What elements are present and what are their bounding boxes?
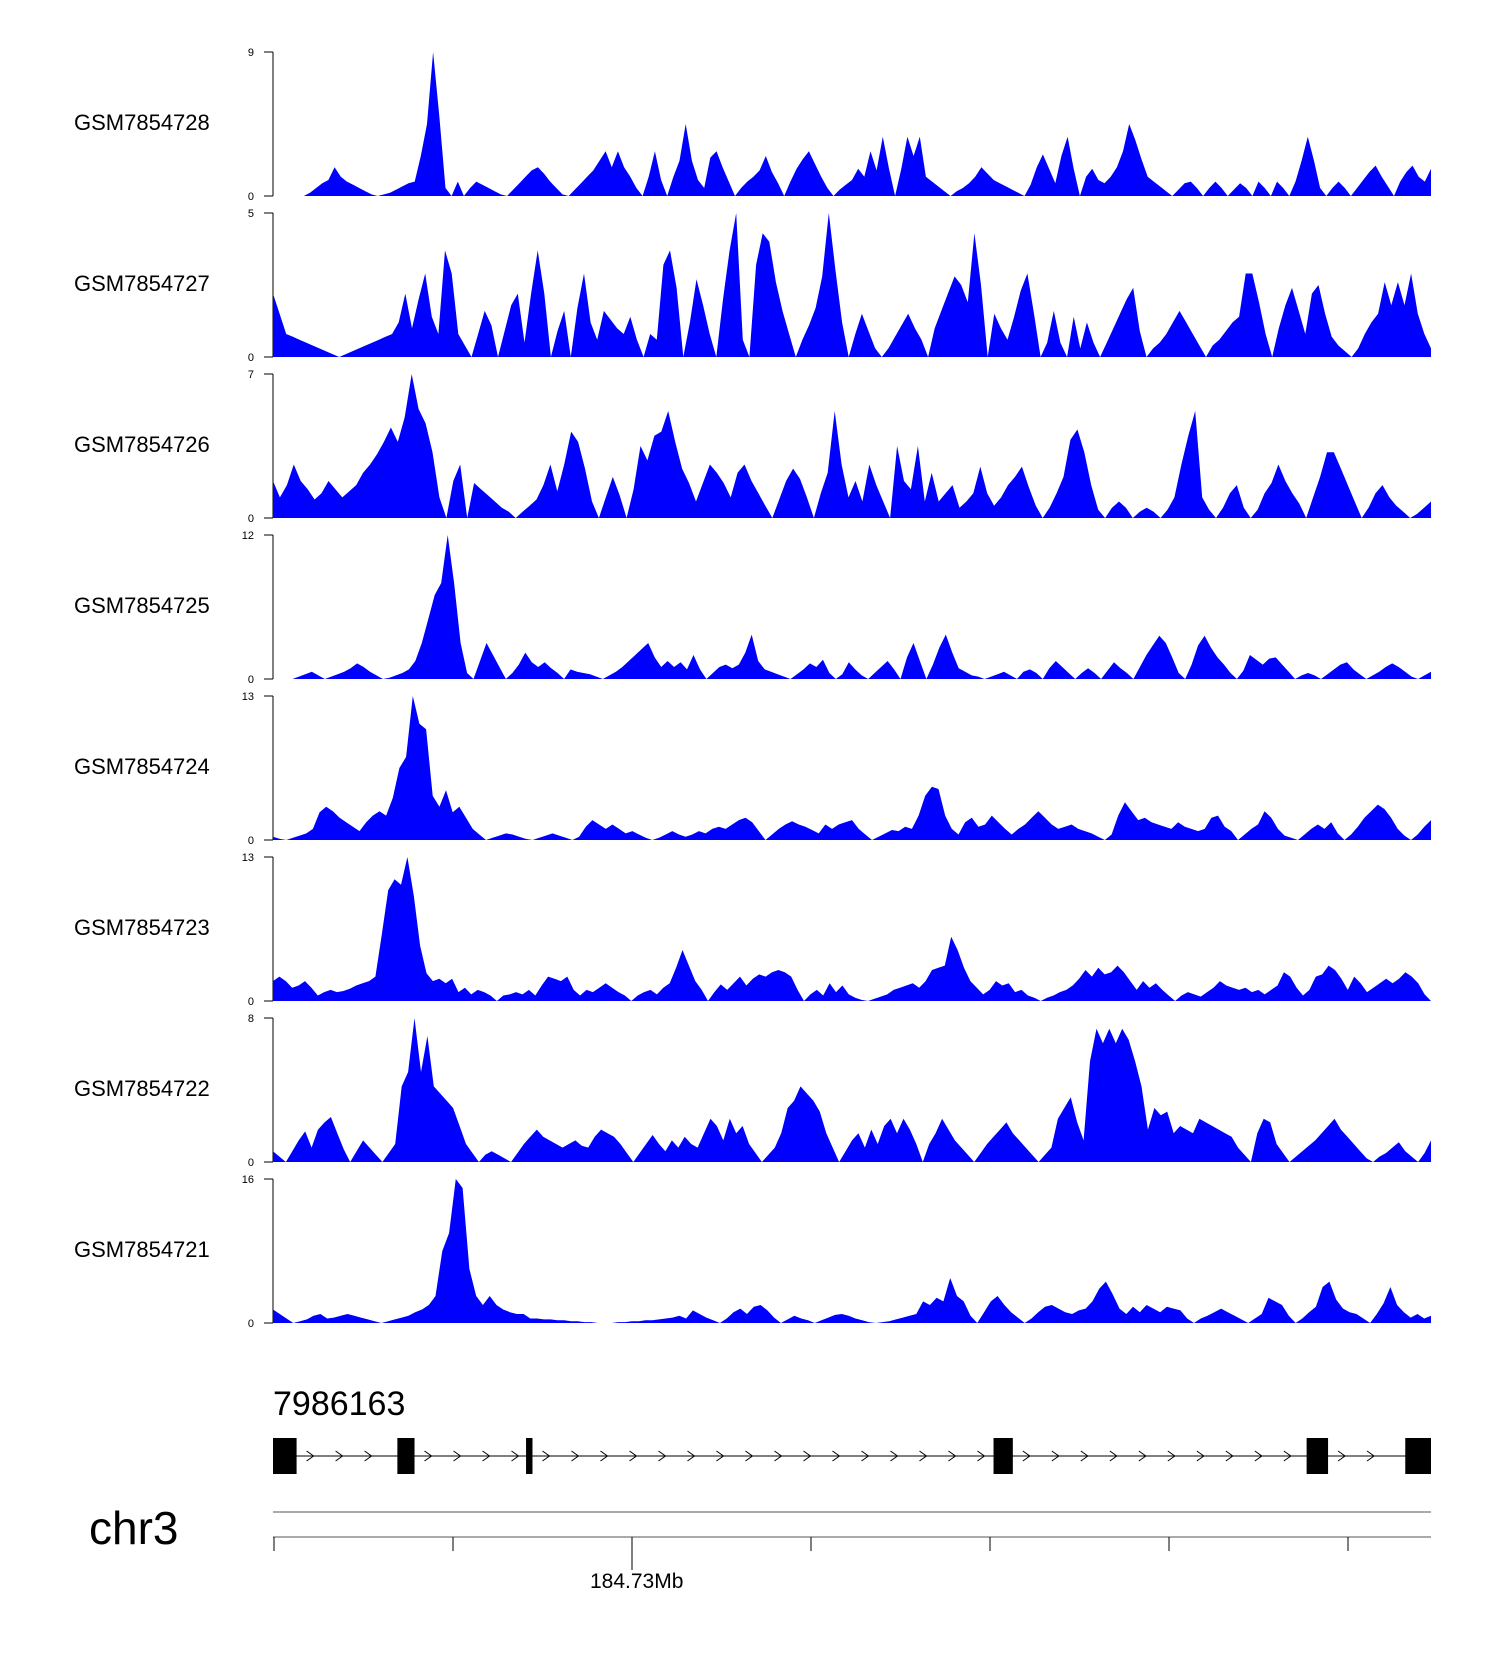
track-GSM7854725: GSM7854725 12 0 [74, 530, 1431, 686]
strand-arrow [424, 1450, 433, 1462]
y-axis-max-label: 7 [248, 369, 254, 381]
gene-id-label: 7986163 [273, 1385, 405, 1423]
track-label: GSM7854727 [74, 271, 210, 296]
track-GSM7854724: GSM7854724 13 0 [74, 691, 1431, 847]
coverage-tracks: GSM785472890GSM785472750GSM785472670GSM7… [74, 47, 1431, 1330]
y-axis-max-label: 16 [242, 1174, 254, 1186]
y-axis-max-label: 8 [248, 1013, 254, 1025]
strand-arrow [745, 1450, 754, 1462]
track-GSM7854722: GSM7854722 8 0 [74, 1013, 1431, 1169]
coverage-area [273, 857, 1431, 1001]
strand-arrow [1283, 1450, 1292, 1462]
track-GSM7854723: GSM7854723 13 0 [74, 852, 1431, 1008]
strand-arrow [658, 1450, 667, 1462]
coverage-area [273, 1179, 1431, 1323]
track-GSM7854721: GSM7854721 16 0 [74, 1174, 1431, 1330]
axis-position-label: 184.73Mb [590, 1570, 683, 1593]
y-axis-min-label: 0 [248, 1318, 254, 1330]
gene-structure [273, 1438, 1431, 1474]
strand-arrow [687, 1450, 696, 1462]
strand-arrow [1080, 1450, 1089, 1462]
track-label: GSM7854723 [74, 915, 210, 940]
exon-block [273, 1438, 297, 1474]
track-label: GSM7854721 [74, 1237, 210, 1262]
exon-block [397, 1438, 415, 1474]
strand-arrow [890, 1450, 899, 1462]
gene-model-track: 7986163 [273, 1385, 1431, 1474]
y-axis-min-label: 0 [248, 513, 254, 525]
y-axis-min-label: 0 [248, 352, 254, 364]
chromosome-label: chr3 [89, 1502, 178, 1554]
strand-arrow [571, 1450, 580, 1462]
strand-arrow [542, 1450, 551, 1462]
y-axis-min-label: 0 [248, 1157, 254, 1169]
strand-arrow [453, 1450, 462, 1462]
strand-arrow [1366, 1450, 1375, 1462]
strand-arrow [919, 1450, 928, 1462]
strand-arrow [803, 1450, 812, 1462]
strand-arrow [600, 1450, 609, 1462]
track-label: GSM7854728 [74, 110, 210, 135]
y-axis-max-label: 9 [248, 47, 254, 59]
strand-arrow [832, 1450, 841, 1462]
track-label: GSM7854725 [74, 593, 210, 618]
track-label: GSM7854726 [74, 432, 210, 457]
strand-arrow [1167, 1450, 1176, 1462]
exon-block [1405, 1438, 1431, 1474]
strand-arrow [335, 1450, 344, 1462]
strand-arrow [629, 1450, 638, 1462]
coverage-area [273, 213, 1431, 357]
strand-arrow [1022, 1450, 1031, 1462]
track-label: GSM7854724 [74, 754, 210, 779]
strand-arrow [482, 1450, 491, 1462]
coverage-area [303, 52, 1431, 196]
track-GSM7854728: GSM7854728 9 0 [74, 47, 1431, 203]
strand-arrow [1337, 1450, 1346, 1462]
strand-arrow [1225, 1450, 1234, 1462]
coverage-area [273, 1018, 1431, 1162]
strand-arrow [1254, 1450, 1263, 1462]
y-axis-max-label: 13 [242, 852, 254, 864]
track-GSM7854726: GSM7854726 7 0 [74, 369, 1431, 525]
y-axis-min-label: 0 [248, 835, 254, 847]
coverage-area [273, 696, 1431, 840]
y-axis-max-label: 5 [248, 208, 254, 220]
coverage-area [273, 374, 1431, 518]
strand-arrow [774, 1450, 783, 1462]
strand-arrow [1138, 1450, 1147, 1462]
genome-axis-track: chr3 184.73Mb [89, 1502, 1431, 1593]
strand-arrow [306, 1450, 315, 1462]
strand-arrow [511, 1450, 520, 1462]
strand-arrow [861, 1450, 870, 1462]
strand-arrow [948, 1450, 957, 1462]
strand-arrow [1051, 1450, 1060, 1462]
strand-arrow [716, 1450, 725, 1462]
y-axis-max-label: 12 [242, 530, 254, 542]
exon-block [526, 1438, 533, 1474]
strand-arrow [1196, 1450, 1205, 1462]
strand-arrow [977, 1450, 986, 1462]
exon-block [1306, 1438, 1329, 1474]
track-GSM7854727: GSM7854727 5 0 [74, 208, 1431, 364]
strand-arrow [1109, 1450, 1118, 1462]
y-axis-max-label: 13 [242, 691, 254, 703]
y-axis-min-label: 0 [248, 674, 254, 686]
genome-axis: 184.73Mb [273, 1511, 1431, 1593]
y-axis-min-label: 0 [248, 191, 254, 203]
track-label: GSM7854722 [74, 1076, 210, 1101]
exon-block [993, 1438, 1013, 1474]
y-axis-min-label: 0 [248, 996, 254, 1008]
strand-arrow [364, 1450, 373, 1462]
